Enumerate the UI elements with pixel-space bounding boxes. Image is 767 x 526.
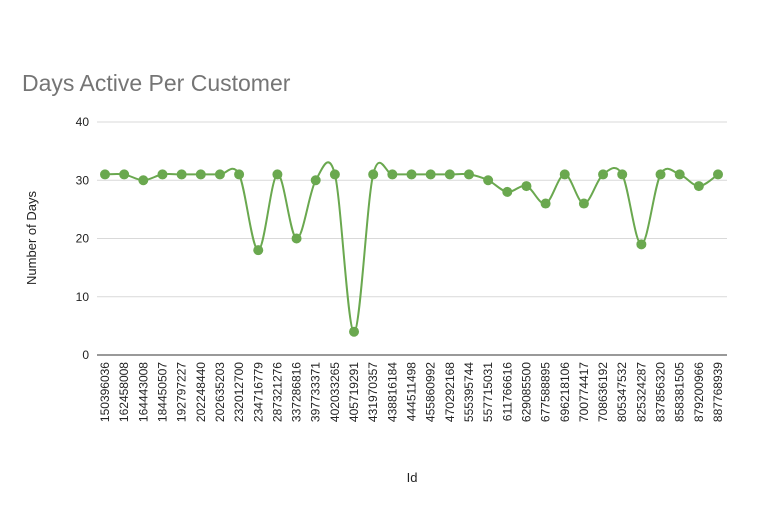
data-point — [502, 186, 513, 197]
data-points — [100, 169, 723, 337]
data-point — [214, 169, 225, 180]
data-point — [463, 169, 474, 180]
x-tick-label: 455860992 — [424, 362, 438, 422]
data-point — [291, 233, 302, 244]
data-point — [157, 169, 168, 180]
data-point — [444, 169, 455, 180]
data-point — [559, 169, 570, 180]
y-tick-label: 40 — [76, 115, 90, 129]
x-tick-label: 825324287 — [634, 362, 648, 422]
data-point — [578, 198, 589, 209]
x-tick-label: 337286816 — [290, 362, 304, 422]
x-tick-label: 150396036 — [98, 362, 112, 422]
x-tick-label: 184450507 — [155, 362, 169, 422]
x-tick-label: 234716779 — [251, 362, 265, 422]
x-tick-label: 162458008 — [117, 362, 131, 422]
x-tick-label: 287321276 — [270, 362, 284, 422]
x-tick-label: 557715031 — [481, 362, 495, 422]
x-tick-label: 202635203 — [213, 362, 227, 422]
y-tick-label: 20 — [76, 232, 90, 246]
x-tick-label: 708636192 — [596, 362, 610, 422]
x-axis-title: Id — [407, 470, 418, 485]
x-tick-label: 887768939 — [711, 362, 725, 422]
data-point — [713, 169, 723, 180]
data-point — [425, 169, 436, 180]
y-axis-ticks: 0 10 20 30 40 — [76, 115, 90, 362]
x-tick-label: 470292168 — [443, 362, 457, 422]
x-tick-label: 202248440 — [194, 362, 208, 422]
x-tick-label: 805347532 — [615, 362, 629, 422]
x-tick-label: 677588895 — [539, 362, 553, 422]
x-tick-label: 164443008 — [136, 362, 150, 422]
x-tick-label: 611766616 — [500, 362, 514, 422]
y-axis-title: Number of Days — [24, 191, 39, 285]
x-tick-label: 700774417 — [577, 362, 591, 422]
data-point — [617, 169, 628, 180]
x-tick-label: 837856320 — [654, 362, 668, 422]
x-tick-label: 232012700 — [232, 362, 246, 422]
x-tick-label: 879200966 — [692, 362, 706, 422]
x-tick-label: 438816184 — [385, 362, 399, 422]
data-point — [329, 169, 340, 180]
data-point — [100, 169, 110, 180]
data-point — [272, 169, 283, 180]
data-point — [406, 169, 417, 180]
x-tick-label: 402033265 — [328, 362, 342, 422]
series-line — [104, 161, 719, 333]
x-tick-label: 555395744 — [462, 362, 476, 422]
data-point — [138, 175, 149, 186]
data-point — [387, 169, 398, 180]
data-point — [636, 239, 647, 250]
gridlines — [97, 121, 727, 298]
x-tick-label: 696218106 — [558, 362, 572, 422]
data-point — [253, 245, 264, 256]
x-tick-label: 444511498 — [405, 362, 419, 422]
data-point — [310, 175, 321, 186]
y-tick-label: 0 — [82, 348, 89, 362]
x-tick-label: 858381505 — [673, 362, 687, 422]
x-tick-label: 431970357 — [366, 362, 380, 422]
data-point — [368, 169, 379, 180]
data-point — [483, 175, 494, 186]
data-point — [176, 169, 187, 180]
x-axis-ticks: 150396036 162458008 164443008 184450507 1927… — [98, 362, 725, 422]
y-tick-label: 10 — [76, 290, 90, 304]
data-point — [349, 326, 360, 337]
x-tick-label: 397733371 — [309, 362, 323, 422]
data-point — [234, 169, 245, 180]
data-point — [655, 169, 666, 180]
y-tick-label: 30 — [76, 173, 90, 187]
x-tick-label: 629085500 — [519, 362, 533, 422]
data-point — [540, 198, 551, 209]
data-point — [521, 181, 532, 192]
data-point — [693, 181, 704, 192]
data-point — [598, 169, 609, 180]
data-point — [119, 169, 130, 180]
data-point — [674, 169, 685, 180]
data-point — [195, 169, 206, 180]
chart-title: Days Active Per Customer — [22, 70, 291, 96]
x-tick-label: 192797227 — [175, 362, 189, 422]
x-tick-label: 405719291 — [347, 362, 361, 422]
